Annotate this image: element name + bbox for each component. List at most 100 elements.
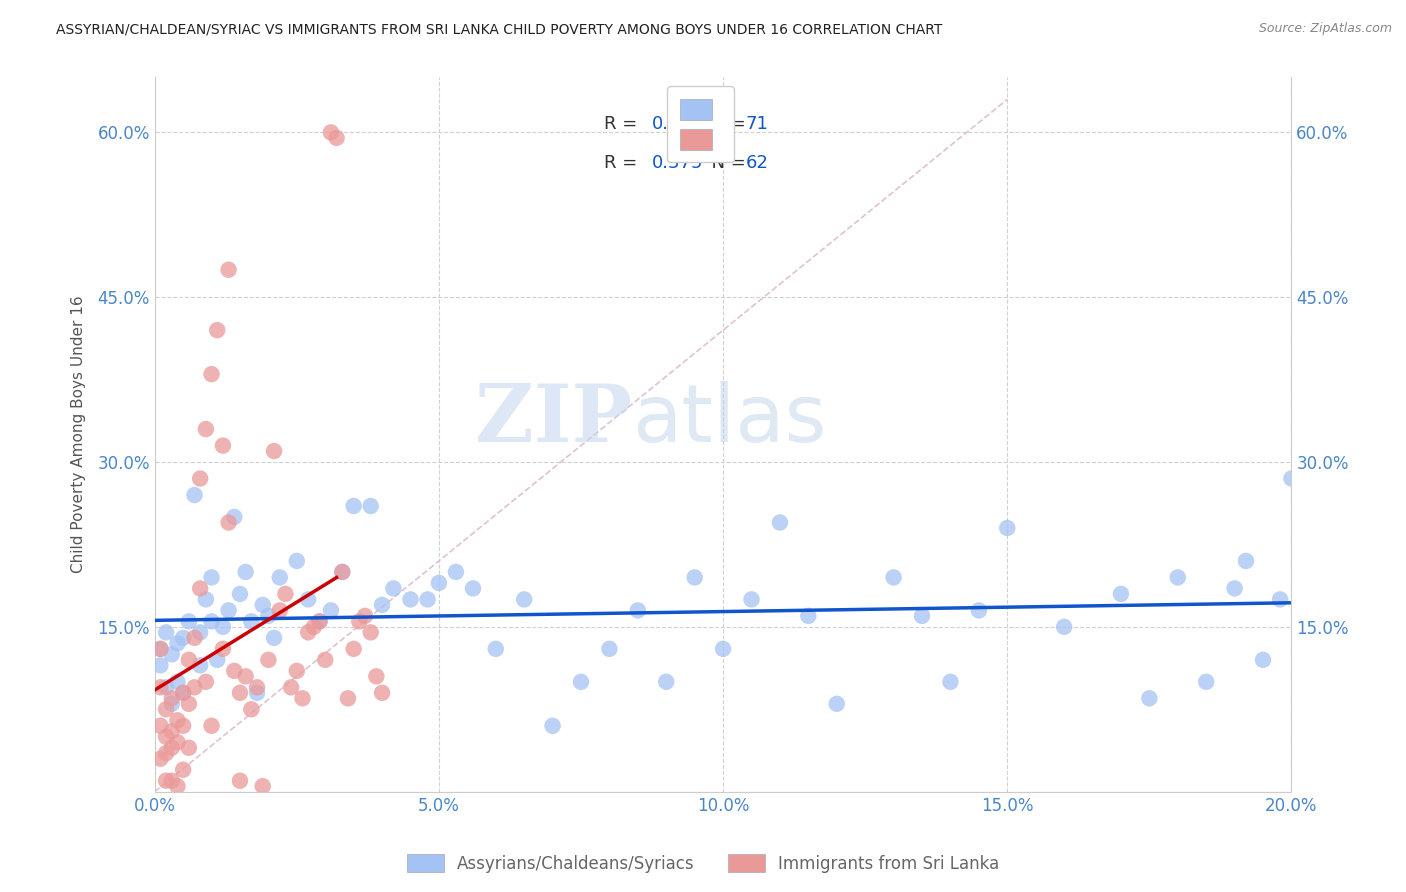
Point xyxy=(240,702,263,716)
Point xyxy=(177,697,200,711)
Text: 71: 71 xyxy=(745,115,769,133)
Point xyxy=(155,702,177,716)
Point xyxy=(655,674,678,689)
Point xyxy=(1281,471,1303,485)
Point xyxy=(252,598,274,612)
Point xyxy=(212,439,235,453)
Point xyxy=(160,724,183,739)
Point xyxy=(1223,582,1246,596)
Point xyxy=(155,681,177,695)
Point xyxy=(252,779,274,793)
Point xyxy=(212,641,235,656)
Text: ASSYRIAN/CHALDEAN/SYRIAC VS IMMIGRANTS FROM SRI LANKA CHILD POVERTY AMONG BOYS U: ASSYRIAN/CHALDEAN/SYRIAC VS IMMIGRANTS F… xyxy=(56,22,942,37)
Point xyxy=(177,740,200,755)
Point xyxy=(172,686,194,700)
Point xyxy=(269,570,291,584)
Point xyxy=(246,681,269,695)
Point xyxy=(194,592,217,607)
Point xyxy=(302,620,325,634)
Point xyxy=(291,691,314,706)
Point xyxy=(188,658,211,673)
Point xyxy=(257,653,280,667)
Point xyxy=(149,658,172,673)
Point xyxy=(541,719,564,733)
Point xyxy=(155,730,177,744)
Legend: , : , xyxy=(666,87,734,162)
Point xyxy=(1137,691,1160,706)
Point xyxy=(336,691,359,706)
Point xyxy=(797,608,820,623)
Point xyxy=(995,521,1018,535)
Point xyxy=(200,367,222,381)
Text: ZIP: ZIP xyxy=(475,381,633,459)
Point xyxy=(444,565,467,579)
Point xyxy=(308,615,330,629)
Point xyxy=(343,641,366,656)
Point xyxy=(883,570,905,584)
Legend: Assyrians/Chaldeans/Syriacs, Immigrants from Sri Lanka: Assyrians/Chaldeans/Syriacs, Immigrants … xyxy=(401,847,1005,880)
Text: 0.375: 0.375 xyxy=(651,154,703,172)
Point xyxy=(166,713,188,727)
Point xyxy=(1109,587,1132,601)
Point xyxy=(382,582,405,596)
Point xyxy=(939,674,962,689)
Point xyxy=(172,719,194,733)
Point xyxy=(160,740,183,755)
Point xyxy=(183,681,205,695)
Point xyxy=(160,773,183,788)
Point xyxy=(212,620,235,634)
Point xyxy=(194,422,217,436)
Point xyxy=(160,648,183,662)
Point xyxy=(149,681,172,695)
Point xyxy=(371,686,394,700)
Point xyxy=(229,773,252,788)
Point xyxy=(188,582,211,596)
Point xyxy=(485,641,508,656)
Point xyxy=(218,516,240,530)
Point xyxy=(200,615,222,629)
Point xyxy=(183,631,205,645)
Text: atlas: atlas xyxy=(633,381,827,459)
Point xyxy=(235,565,257,579)
Point xyxy=(166,674,188,689)
Point xyxy=(285,664,308,678)
Point xyxy=(200,719,222,733)
Point xyxy=(427,575,450,590)
Point xyxy=(297,625,319,640)
Point xyxy=(240,615,263,629)
Point xyxy=(224,510,246,524)
Point xyxy=(325,131,347,145)
Point xyxy=(683,570,706,584)
Point xyxy=(1268,592,1291,607)
Point xyxy=(319,603,342,617)
Point xyxy=(172,763,194,777)
Point xyxy=(416,592,439,607)
Point xyxy=(285,554,308,568)
Point xyxy=(330,565,353,579)
Point xyxy=(218,262,240,277)
Point xyxy=(343,499,366,513)
Point xyxy=(166,779,188,793)
Point xyxy=(319,125,342,139)
Text: R =: R = xyxy=(603,154,643,172)
Text: R =: R = xyxy=(603,115,643,133)
Point xyxy=(349,615,371,629)
Point xyxy=(269,603,291,617)
Point xyxy=(1251,653,1274,667)
Point xyxy=(160,697,183,711)
Point xyxy=(149,719,172,733)
Point xyxy=(1195,674,1218,689)
Point xyxy=(598,641,620,656)
Point xyxy=(166,735,188,749)
Point xyxy=(229,587,252,601)
Point xyxy=(1053,620,1076,634)
Point xyxy=(711,641,734,656)
Point xyxy=(160,691,183,706)
Point xyxy=(177,653,200,667)
Point xyxy=(569,674,592,689)
Point xyxy=(218,603,240,617)
Point xyxy=(513,592,536,607)
Point xyxy=(155,773,177,788)
Point xyxy=(149,641,172,656)
Point xyxy=(188,625,211,640)
